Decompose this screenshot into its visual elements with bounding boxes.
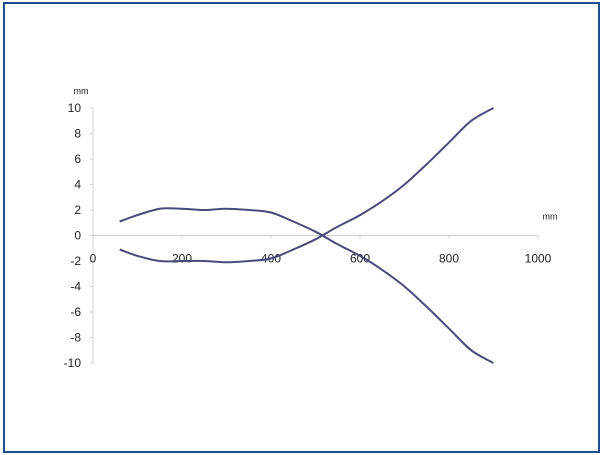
chart-frame: 10 8 6 4 2 0 -2 -4 -6 -8 -10 0 200 400 600 800 1000 mm mm (3, 2, 600, 453)
x-unit-label: mm (543, 212, 558, 222)
x-tick-label: 1000 (525, 252, 552, 266)
y-tick-label: -10 (64, 356, 82, 370)
series-line-1 (119, 207, 494, 364)
y-tick-label: -6 (70, 305, 81, 319)
y-tick-label: 6 (74, 152, 81, 166)
y-tick-label: 8 (74, 127, 81, 141)
y-tick-label: 0 (74, 229, 81, 243)
y-unit-label: mm (74, 86, 89, 96)
y-tick-label: 10 (68, 101, 82, 115)
y-tick-label: 4 (74, 178, 81, 192)
x-tick-label: 0 (90, 252, 97, 266)
x-tick-label: 200 (172, 252, 192, 266)
y-tick-label: -2 (70, 254, 81, 268)
y-tick-label: 2 (74, 203, 81, 217)
x-tick-label: 800 (439, 252, 459, 266)
x-tick-label: 600 (350, 252, 370, 266)
y-tick-label: -8 (70, 331, 81, 345)
y-tick-label: -4 (70, 280, 81, 294)
series-line-2 (119, 107, 494, 264)
